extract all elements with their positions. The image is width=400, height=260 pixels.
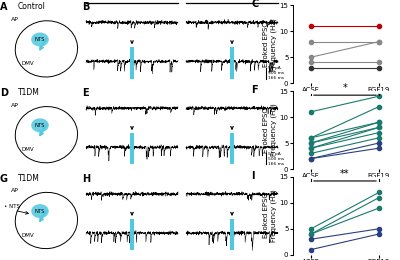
Point bbox=[308, 136, 314, 140]
Text: T1DM: T1DM bbox=[18, 174, 40, 183]
Text: DMV: DMV bbox=[22, 61, 34, 66]
Text: D: D bbox=[0, 88, 8, 98]
Text: G: G bbox=[0, 174, 8, 184]
Text: T1DM: T1DM bbox=[18, 88, 40, 97]
Point bbox=[376, 40, 382, 44]
Y-axis label: Evoked EPSC
Frequency (Hz): Evoked EPSC Frequency (Hz) bbox=[263, 18, 277, 70]
Text: C: C bbox=[251, 0, 258, 9]
Text: A: A bbox=[0, 2, 8, 12]
Point bbox=[308, 40, 314, 44]
Bar bbox=[130, 47, 134, 79]
Bar bbox=[130, 219, 134, 250]
Text: DMV: DMV bbox=[22, 233, 34, 238]
Point bbox=[376, 141, 382, 145]
Point bbox=[308, 232, 314, 236]
Point bbox=[376, 146, 382, 150]
Text: FGF19: FGF19 bbox=[219, 0, 245, 1]
Point bbox=[376, 190, 382, 194]
Point bbox=[376, 94, 382, 98]
Point bbox=[376, 120, 382, 124]
Text: NTS: NTS bbox=[35, 37, 45, 42]
Point bbox=[308, 60, 314, 64]
Bar bbox=[230, 133, 234, 164]
Point bbox=[376, 120, 382, 124]
Ellipse shape bbox=[31, 118, 49, 132]
Point bbox=[308, 248, 314, 252]
Point bbox=[308, 141, 314, 145]
Ellipse shape bbox=[31, 32, 49, 47]
Point bbox=[308, 110, 314, 114]
Point bbox=[308, 146, 314, 150]
Bar bbox=[230, 219, 234, 250]
Point bbox=[376, 196, 382, 200]
Point bbox=[376, 227, 382, 231]
Point bbox=[376, 232, 382, 236]
Text: AP: AP bbox=[10, 102, 18, 108]
Text: *: * bbox=[343, 83, 347, 93]
Text: ACSF: ACSF bbox=[121, 0, 143, 1]
Ellipse shape bbox=[31, 204, 49, 218]
Point bbox=[376, 24, 382, 28]
Text: **: ** bbox=[340, 169, 350, 179]
Point bbox=[308, 141, 314, 145]
Bar bbox=[230, 47, 234, 79]
Text: Control: Control bbox=[18, 2, 46, 11]
Point bbox=[308, 237, 314, 241]
Text: AP: AP bbox=[10, 17, 18, 22]
Text: NTS: NTS bbox=[35, 209, 45, 214]
Text: 50 pA
500 ms
166 ms: 50 pA 500 ms 166 ms bbox=[268, 66, 284, 80]
Point bbox=[308, 227, 314, 231]
Point bbox=[376, 40, 382, 44]
Point bbox=[308, 157, 314, 161]
Point bbox=[308, 151, 314, 155]
Y-axis label: Evoked EPSC
Frequency (Hz): Evoked EPSC Frequency (Hz) bbox=[263, 190, 277, 242]
Text: B: B bbox=[82, 2, 89, 12]
Bar bbox=[130, 133, 134, 164]
Point bbox=[376, 66, 382, 70]
Point bbox=[308, 157, 314, 161]
Text: I: I bbox=[251, 171, 255, 180]
Point bbox=[308, 66, 314, 70]
Point bbox=[376, 60, 382, 64]
Point bbox=[376, 125, 382, 129]
Point bbox=[376, 206, 382, 210]
Text: • NTS: • NTS bbox=[4, 204, 20, 209]
Text: E: E bbox=[82, 88, 89, 98]
Y-axis label: Evoked EPSC
Frequency (Hz): Evoked EPSC Frequency (Hz) bbox=[263, 104, 277, 156]
Text: NTS: NTS bbox=[35, 123, 45, 128]
Point bbox=[308, 146, 314, 150]
Point bbox=[308, 232, 314, 236]
Point bbox=[308, 136, 314, 140]
Point bbox=[376, 125, 382, 129]
Point bbox=[376, 105, 382, 109]
Text: 50 pA
500 ms
166 ms: 50 pA 500 ms 166 ms bbox=[268, 152, 284, 166]
Point bbox=[376, 136, 382, 140]
Text: H: H bbox=[82, 174, 90, 184]
Text: F: F bbox=[251, 85, 258, 95]
Text: DMV: DMV bbox=[22, 147, 34, 152]
Text: AP: AP bbox=[10, 188, 18, 193]
Point bbox=[376, 131, 382, 135]
Point bbox=[308, 24, 314, 28]
Point bbox=[308, 55, 314, 59]
